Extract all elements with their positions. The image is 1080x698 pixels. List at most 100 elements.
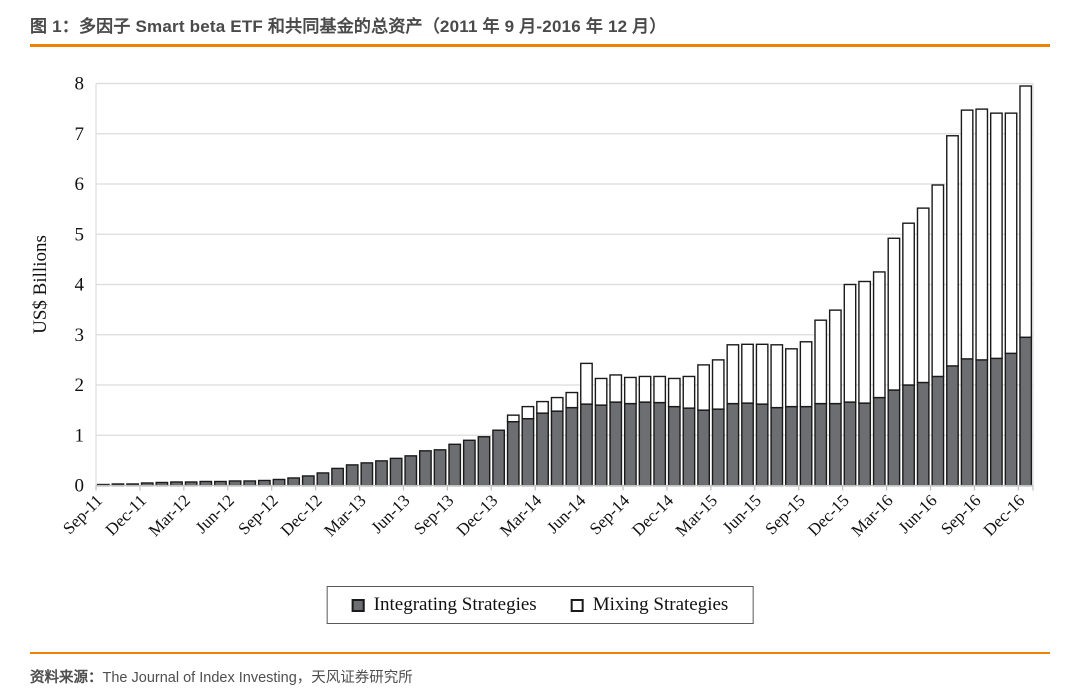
y-tick-label-8: 8 — [75, 74, 85, 95]
bar-integrating-Feb-13 — [345, 464, 359, 487]
chart-legend: Integrating Strategies Mixing Strategies — [326, 586, 754, 624]
bar-mixing-Dec-14 — [667, 377, 681, 408]
x-tick-label-Dec-11: Dec-11 — [102, 491, 150, 539]
bar-integrating-Dec-14 — [667, 405, 681, 487]
bar-mixing-Jul-16 — [946, 135, 959, 367]
x-tick-label-Jun-15: Jun-15 — [719, 491, 765, 537]
x-tick-label-Mar-14: Mar-14 — [496, 491, 546, 541]
bar-mixing-Jan-16 — [858, 280, 872, 404]
bar-mixing-May-16 — [916, 207, 930, 384]
x-tick-label-Sep-16: Sep-16 — [937, 491, 984, 538]
x-tick-label-Jun-12: Jun-12 — [192, 491, 238, 537]
bar-integrating-Apr-12 — [199, 480, 213, 487]
bar-integrating-Jan-15 — [682, 407, 696, 487]
bar-integrating-Oct-12 — [287, 477, 301, 487]
bar-mixing-Jul-15 — [770, 344, 784, 409]
bar-integrating-Feb-14 — [521, 417, 535, 487]
bar-mixing-Sep-16 — [975, 108, 989, 361]
bar-mixing-Nov-14 — [653, 375, 667, 404]
bar-integrating-Nov-16 — [1004, 352, 1018, 487]
x-tick-label-Mar-13: Mar-13 — [320, 491, 369, 540]
source-label: 资料来源： — [30, 670, 103, 686]
bar-integrating-May-16 — [916, 381, 930, 487]
bar-mixing-Oct-16 — [989, 112, 1003, 360]
x-tick-label-Dec-14: Dec-14 — [628, 491, 677, 540]
bar-mixing-Jul-14 — [594, 377, 608, 406]
bar-integrating-Oct-15 — [814, 402, 828, 487]
y-tick-label-2: 2 — [75, 375, 85, 396]
bar-integrating-Dec-12 — [316, 472, 330, 487]
bar-mixing-Mar-15 — [711, 359, 725, 410]
title-divider-line — [30, 44, 1050, 47]
bar-integrating-Nov-12 — [301, 475, 315, 487]
bar-integrating-Oct-16 — [989, 357, 1003, 487]
y-tick-label-4: 4 — [75, 275, 85, 296]
source-text: The Journal of Index Investing，天风证券研究所 — [102, 670, 413, 686]
bar-mixing-Jun-16 — [931, 184, 945, 378]
bar-integrating-Apr-14 — [550, 410, 564, 487]
bar-mixing-May-14 — [565, 391, 579, 409]
bar-integrating-Aug-12 — [257, 479, 271, 487]
bar-integrating-Mar-16 — [887, 389, 901, 487]
legend-item-mixing: Mixing Strategies — [570, 594, 729, 616]
y-tick-label-1: 1 — [75, 425, 85, 446]
bar-mixing-Oct-15 — [814, 319, 828, 405]
y-tick-label-5: 5 — [75, 224, 85, 245]
x-tick-label-Jun-13: Jun-13 — [367, 491, 413, 537]
bar-mixing-Feb-15 — [697, 364, 710, 411]
legend-label-integrating: Integrating Strategies — [373, 594, 537, 615]
footer-divider-line — [30, 652, 1050, 654]
bar-integrating-Jul-16 — [946, 365, 959, 487]
bar-integrating-Jan-14 — [506, 420, 520, 487]
bar-integrating-Apr-13 — [375, 460, 388, 487]
x-tick-label-Dec-13: Dec-13 — [453, 491, 502, 540]
x-tick-label-Mar-15: Mar-15 — [672, 491, 721, 540]
bar-integrating-Jul-15 — [770, 406, 784, 487]
y-axis-title: US$ Billions — [30, 235, 51, 334]
bar-mixing-Aug-15 — [785, 348, 798, 408]
bar-mixing-Nov-16 — [1004, 112, 1018, 355]
legend-item-integrating: Integrating Strategies — [351, 594, 537, 616]
bar-mixing-Jan-15 — [682, 375, 696, 409]
bar-integrating-Feb-15 — [697, 409, 710, 487]
bar-integrating-Jan-13 — [331, 467, 344, 487]
bar-integrating-Feb-16 — [872, 396, 886, 487]
x-tick-label-Mar-16: Mar-16 — [847, 491, 896, 540]
legend-label-mixing: Mixing Strategies — [592, 594, 729, 615]
bar-integrating-Jan-16 — [858, 402, 872, 487]
bar-integrating-Sep-13 — [448, 443, 462, 487]
bar-mixing-Jun-14 — [580, 362, 593, 405]
bar-mixing-Apr-14 — [550, 396, 564, 412]
integrating-swatch-icon — [351, 598, 365, 612]
bar-integrating-Mar-15 — [711, 408, 725, 487]
bar-mixing-Sep-14 — [623, 376, 637, 405]
bar-mixing-Dec-15 — [843, 283, 857, 403]
bar-integrating-Dec-15 — [843, 401, 857, 487]
bar-integrating-Sep-12 — [272, 478, 286, 487]
x-tick-label-Sep-15: Sep-15 — [761, 491, 808, 538]
bar-mixing-Mar-16 — [887, 237, 901, 391]
x-tick-label-Mar-12: Mar-12 — [145, 491, 194, 540]
bar-integrating-Sep-15 — [799, 405, 813, 487]
bar-integrating-Aug-16 — [960, 358, 974, 487]
bar-integrating-Oct-13 — [462, 439, 476, 487]
bar-mixing-Sep-15 — [799, 341, 813, 408]
bar-integrating-Jun-14 — [580, 403, 593, 487]
y-tick-label-0: 0 — [75, 476, 85, 497]
bar-integrating-Jul-14 — [594, 404, 608, 487]
bar-integrating-Nov-15 — [828, 402, 842, 487]
y-tick-label-6: 6 — [75, 174, 85, 195]
figure-title: 图 1：多因子 Smart beta ETF 和共同基金的总资产（2011 年 … — [30, 17, 667, 36]
bar-integrating-Apr-16 — [902, 384, 915, 487]
bar-integrating-Aug-14 — [609, 401, 623, 487]
bar-integrating-Nov-13 — [477, 436, 491, 487]
bar-mixing-Oct-14 — [638, 375, 652, 403]
x-tick-label-Dec-16: Dec-16 — [980, 491, 1029, 540]
bar-integrating-Nov-14 — [653, 401, 667, 487]
bar-mixing-Nov-15 — [828, 309, 842, 405]
bar-mixing-Feb-16 — [872, 271, 886, 399]
bar-integrating-Jun-15 — [755, 403, 769, 487]
x-tick-label-Sep-12: Sep-12 — [234, 491, 281, 538]
